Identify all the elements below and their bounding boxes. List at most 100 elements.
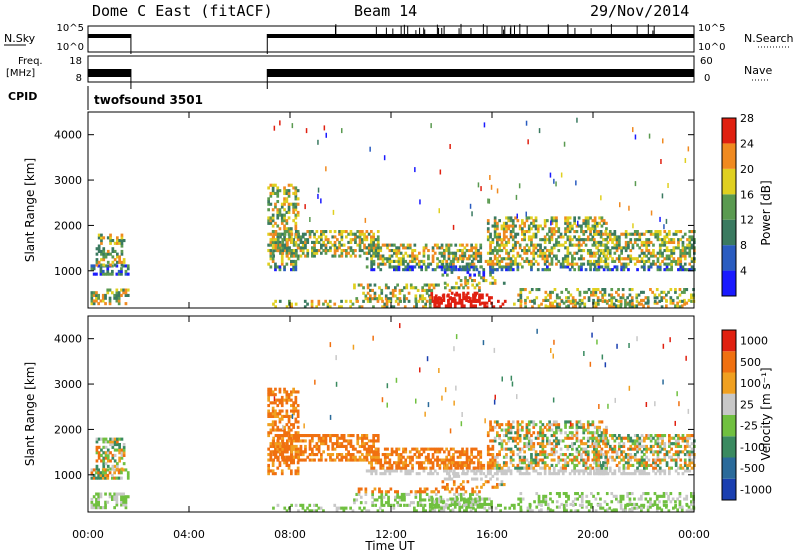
power-cell (397, 259, 401, 263)
power-cell (525, 120, 528, 126)
power-cell (329, 249, 332, 253)
velocity-cell (585, 505, 589, 509)
power-cell (681, 243, 685, 247)
power-cell (552, 243, 556, 247)
velocity-cell (490, 500, 493, 504)
power-cell (295, 190, 297, 196)
velocity-cell (374, 447, 378, 451)
velocity-cell (459, 487, 463, 491)
velocity-cell (620, 453, 623, 457)
velocity-cell (658, 500, 661, 504)
velocity-cell (425, 492, 429, 496)
velocity-cell (283, 455, 286, 459)
velocity-cell (311, 436, 314, 440)
power-cell (95, 293, 98, 297)
power-cell (474, 251, 478, 255)
power-cell (434, 297, 438, 301)
velocity-cell (555, 436, 558, 440)
velocity-cell (647, 463, 651, 467)
power-cell (606, 232, 610, 236)
velocity-cell (597, 458, 601, 462)
velocity-cell (104, 492, 107, 496)
velocity-cell (118, 459, 121, 463)
power-cell (345, 254, 348, 258)
velocity-cell (496, 485, 499, 489)
velocity-cell (645, 455, 648, 459)
velocity-cell (534, 450, 538, 454)
velocity-cell (613, 458, 617, 462)
velocity-cell (287, 395, 291, 399)
power-cell (498, 254, 501, 258)
velocity-cell (672, 453, 676, 457)
velocity-cell (452, 474, 456, 478)
power-cell (453, 298, 457, 302)
power-cell (578, 302, 582, 306)
velocity-cell (446, 472, 449, 476)
velocity-cell (281, 442, 285, 446)
power-cell (462, 257, 465, 261)
velocity-cell (557, 458, 561, 462)
velocity-cell (618, 469, 621, 473)
velocity-cell (571, 431, 574, 435)
velocity-cell (514, 439, 517, 443)
power-cell (276, 216, 280, 220)
velocity-cell (486, 469, 490, 473)
power-cell (296, 213, 300, 217)
velocity-cell (411, 455, 414, 459)
power-cell (663, 235, 667, 239)
velocity-cell (370, 439, 373, 443)
velocity-cell (278, 401, 282, 405)
velocity-cell (363, 442, 366, 446)
power-cell (122, 288, 125, 292)
velocity-cell (404, 463, 408, 467)
velocity-cell (564, 461, 567, 465)
power-cell (511, 238, 515, 242)
power-cell (377, 265, 380, 269)
power-cell (521, 219, 524, 223)
power-cell (390, 249, 394, 253)
velocity-cell (358, 450, 362, 454)
velocity-cell (573, 455, 576, 459)
velocity-cell (292, 401, 295, 405)
velocity-cell (596, 455, 599, 459)
velocity-cell (345, 444, 348, 448)
power-cell (685, 288, 689, 292)
power-cell (433, 302, 437, 306)
power-cell (283, 235, 286, 239)
power-cell (622, 257, 626, 261)
velocity-data-cells (90, 323, 696, 513)
power-cell (428, 283, 431, 287)
power-cell (548, 240, 551, 244)
power-cell (465, 243, 469, 247)
power-cell (301, 249, 305, 253)
velocity-cell (580, 492, 584, 496)
velocity-cell (496, 472, 499, 476)
power-cell (546, 238, 549, 242)
power-cell (449, 243, 453, 247)
velocity-cell (561, 472, 565, 476)
power-cell (652, 262, 655, 266)
power-cell (383, 262, 387, 266)
velocity-cell (489, 469, 492, 473)
velocity-cell (420, 463, 423, 467)
velocity-cell (292, 390, 295, 394)
velocity-cell (667, 494, 670, 498)
velocity-cell (653, 492, 657, 496)
power-cell (519, 296, 523, 300)
velocity-cell (636, 447, 639, 451)
power-cell (272, 254, 275, 258)
velocity-cell (571, 458, 574, 462)
power-cell (464, 279, 467, 283)
velocity-cell (396, 492, 399, 496)
velocity-cell (443, 477, 447, 481)
power-cell (527, 246, 531, 250)
power-cell (500, 243, 504, 247)
velocity-cell (575, 469, 579, 473)
power-cell (126, 293, 130, 297)
velocity-cell (290, 447, 294, 451)
velocity-cell (628, 492, 632, 496)
velocity-cell (109, 467, 112, 471)
velocity-cell (514, 444, 517, 448)
power-cell (118, 255, 121, 259)
velocity-cell (304, 458, 307, 462)
